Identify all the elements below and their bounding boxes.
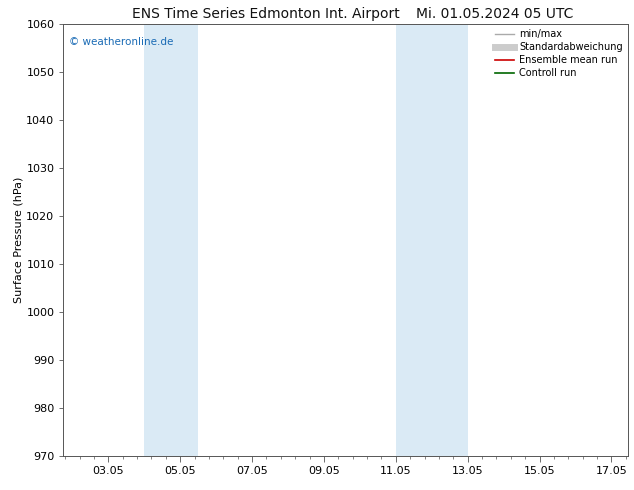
Bar [145, 24, 198, 456]
Legend: min/max, Standardabweichung, Ensemble mean run, Controll run: min/max, Standardabweichung, Ensemble me… [495, 29, 623, 78]
Text: ENS Time Series Edmonton Int. Airport: ENS Time Series Edmonton Int. Airport [133, 7, 400, 22]
Text: Mi. 01.05.2024 05 UTC: Mi. 01.05.2024 05 UTC [416, 7, 573, 22]
Y-axis label: Surface Pressure (hPa): Surface Pressure (hPa) [13, 177, 23, 303]
Bar [396, 24, 468, 456]
Text: © weatheronline.de: © weatheronline.de [69, 37, 174, 48]
